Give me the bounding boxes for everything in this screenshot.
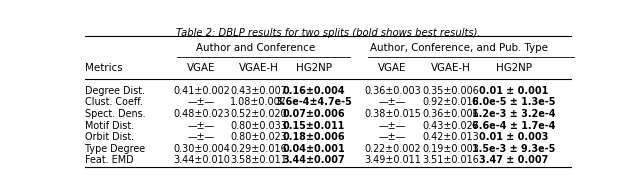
Text: 3.49±0.011: 3.49±0.011	[364, 155, 421, 165]
Text: 0.80±0.033: 0.80±0.033	[230, 121, 287, 130]
Text: 0.48±0.023: 0.48±0.023	[173, 109, 230, 119]
Text: —±—: —±—	[188, 97, 215, 107]
Text: 0.38±0.015: 0.38±0.015	[364, 109, 421, 119]
Text: 0.18±0.006: 0.18±0.006	[283, 132, 346, 142]
Text: 0.01 ± 0.003: 0.01 ± 0.003	[479, 132, 548, 142]
Text: Metrics: Metrics	[85, 63, 123, 74]
Text: Table 2: DBLP results for two splits (bold shows best results).: Table 2: DBLP results for two splits (bo…	[176, 28, 480, 38]
Text: 0.22±0.002: 0.22±0.002	[364, 144, 420, 154]
Text: —±—: —±—	[188, 132, 215, 142]
Text: 0.92±0.018: 0.92±0.018	[422, 97, 479, 107]
Text: 3.6e-4±4.7e-5: 3.6e-4±4.7e-5	[276, 97, 353, 107]
Text: 0.07±0.006: 0.07±0.006	[283, 109, 346, 119]
Text: 1.2e-3 ± 3.2e-4: 1.2e-3 ± 3.2e-4	[472, 109, 556, 119]
Text: —±—: —±—	[379, 132, 406, 142]
Text: 0.36±0.006: 0.36±0.006	[422, 109, 479, 119]
Text: 0.29±0.016: 0.29±0.016	[230, 144, 287, 154]
Text: Orbit Dist.: Orbit Dist.	[85, 132, 134, 142]
Text: 6.0e-5 ± 1.3e-5: 6.0e-5 ± 1.3e-5	[472, 97, 556, 107]
Text: 0.36±0.003: 0.36±0.003	[364, 86, 421, 96]
Text: HG2NP: HG2NP	[296, 63, 332, 74]
Text: 3.44±0.010: 3.44±0.010	[173, 155, 230, 165]
Text: 3.58±0.011: 3.58±0.011	[230, 155, 287, 165]
Text: —±—: —±—	[188, 121, 215, 130]
Text: VGAE: VGAE	[188, 63, 216, 74]
Text: Author and Conference: Author and Conference	[196, 43, 316, 53]
Text: 0.15±0.011: 0.15±0.011	[283, 121, 345, 130]
Text: 1.5e-3 ± 9.3e-5: 1.5e-3 ± 9.3e-5	[472, 144, 556, 154]
Text: VGAE: VGAE	[378, 63, 406, 74]
Text: —±—: —±—	[379, 121, 406, 130]
Text: 3.44±0.007: 3.44±0.007	[283, 155, 346, 165]
Text: Feat. EMD: Feat. EMD	[85, 155, 134, 165]
Text: 1.08±0.007: 1.08±0.007	[230, 97, 287, 107]
Text: 0.30±0.004: 0.30±0.004	[173, 144, 230, 154]
Text: —±—: —±—	[379, 97, 406, 107]
Text: Clust. Coeff.: Clust. Coeff.	[85, 97, 143, 107]
Text: 0.43±0.007: 0.43±0.007	[230, 86, 287, 96]
Text: HG2NP: HG2NP	[496, 63, 532, 74]
Text: VGAE-H: VGAE-H	[239, 63, 278, 74]
Text: 3.47 ± 0.007: 3.47 ± 0.007	[479, 155, 548, 165]
Text: Spect. Dens.: Spect. Dens.	[85, 109, 145, 119]
Text: 0.80±0.023: 0.80±0.023	[230, 132, 287, 142]
Text: 0.16±0.004: 0.16±0.004	[283, 86, 346, 96]
Text: 6.6e-4 ± 1.7e-4: 6.6e-4 ± 1.7e-4	[472, 121, 556, 130]
Text: 0.19±0.003: 0.19±0.003	[422, 144, 479, 154]
Text: 0.01 ± 0.001: 0.01 ± 0.001	[479, 86, 548, 96]
Text: 3.51±0.016: 3.51±0.016	[422, 155, 479, 165]
Text: Author, Conference, and Pub. Type: Author, Conference, and Pub. Type	[371, 43, 548, 53]
Text: 0.35±0.006: 0.35±0.006	[422, 86, 479, 96]
Text: Motif Dist.: Motif Dist.	[85, 121, 134, 130]
Text: 0.41±0.002: 0.41±0.002	[173, 86, 230, 96]
Text: 0.43±0.027: 0.43±0.027	[422, 121, 479, 130]
Text: Type Degree: Type Degree	[85, 144, 145, 154]
Text: 0.42±0.013: 0.42±0.013	[422, 132, 479, 142]
Text: 0.04±0.001: 0.04±0.001	[283, 144, 346, 154]
Text: VGAE-H: VGAE-H	[431, 63, 471, 74]
Text: Degree Dist.: Degree Dist.	[85, 86, 145, 96]
Text: 0.52±0.020: 0.52±0.020	[230, 109, 287, 119]
